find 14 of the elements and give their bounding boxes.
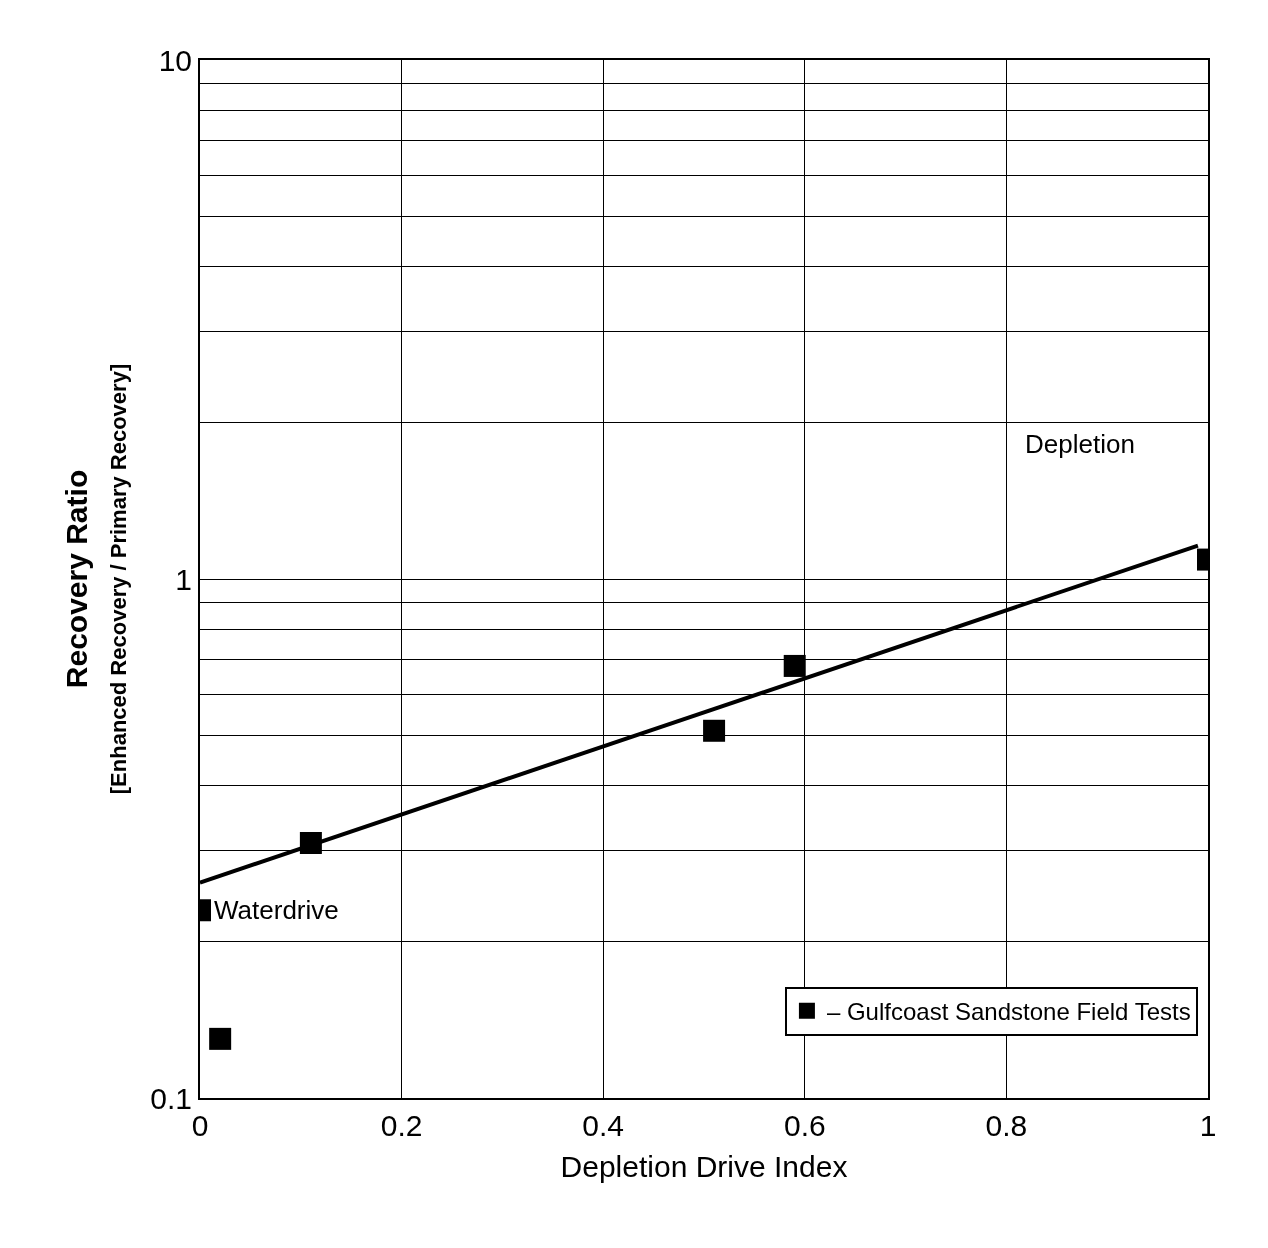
x-tick-label: 1 xyxy=(1199,1109,1217,1142)
x-tick-label: 0.2 xyxy=(380,1109,423,1142)
y-tick-label: 0.1 xyxy=(150,1081,192,1115)
y-tick-label: 10 xyxy=(158,43,192,77)
y-tick-label: 1 xyxy=(175,562,192,596)
x-tick-label: 0.4 xyxy=(582,1109,625,1142)
legend-label: – Gulfcoast Sandstone Field Tests xyxy=(826,998,1191,1026)
x-tick-label: 0.6 xyxy=(783,1109,826,1142)
x-axis-title: Depletion Drive Index xyxy=(560,1150,848,1183)
annotation: Depletion xyxy=(1025,429,1135,459)
x-tick-label: 0.8 xyxy=(985,1109,1028,1142)
y-axis-title: Recovery Ratio [Enhanced Recovery / Primary Recovery] xyxy=(59,363,131,795)
annotation: Waterdrive xyxy=(214,895,339,925)
x-tick-label: 0 xyxy=(191,1109,209,1142)
